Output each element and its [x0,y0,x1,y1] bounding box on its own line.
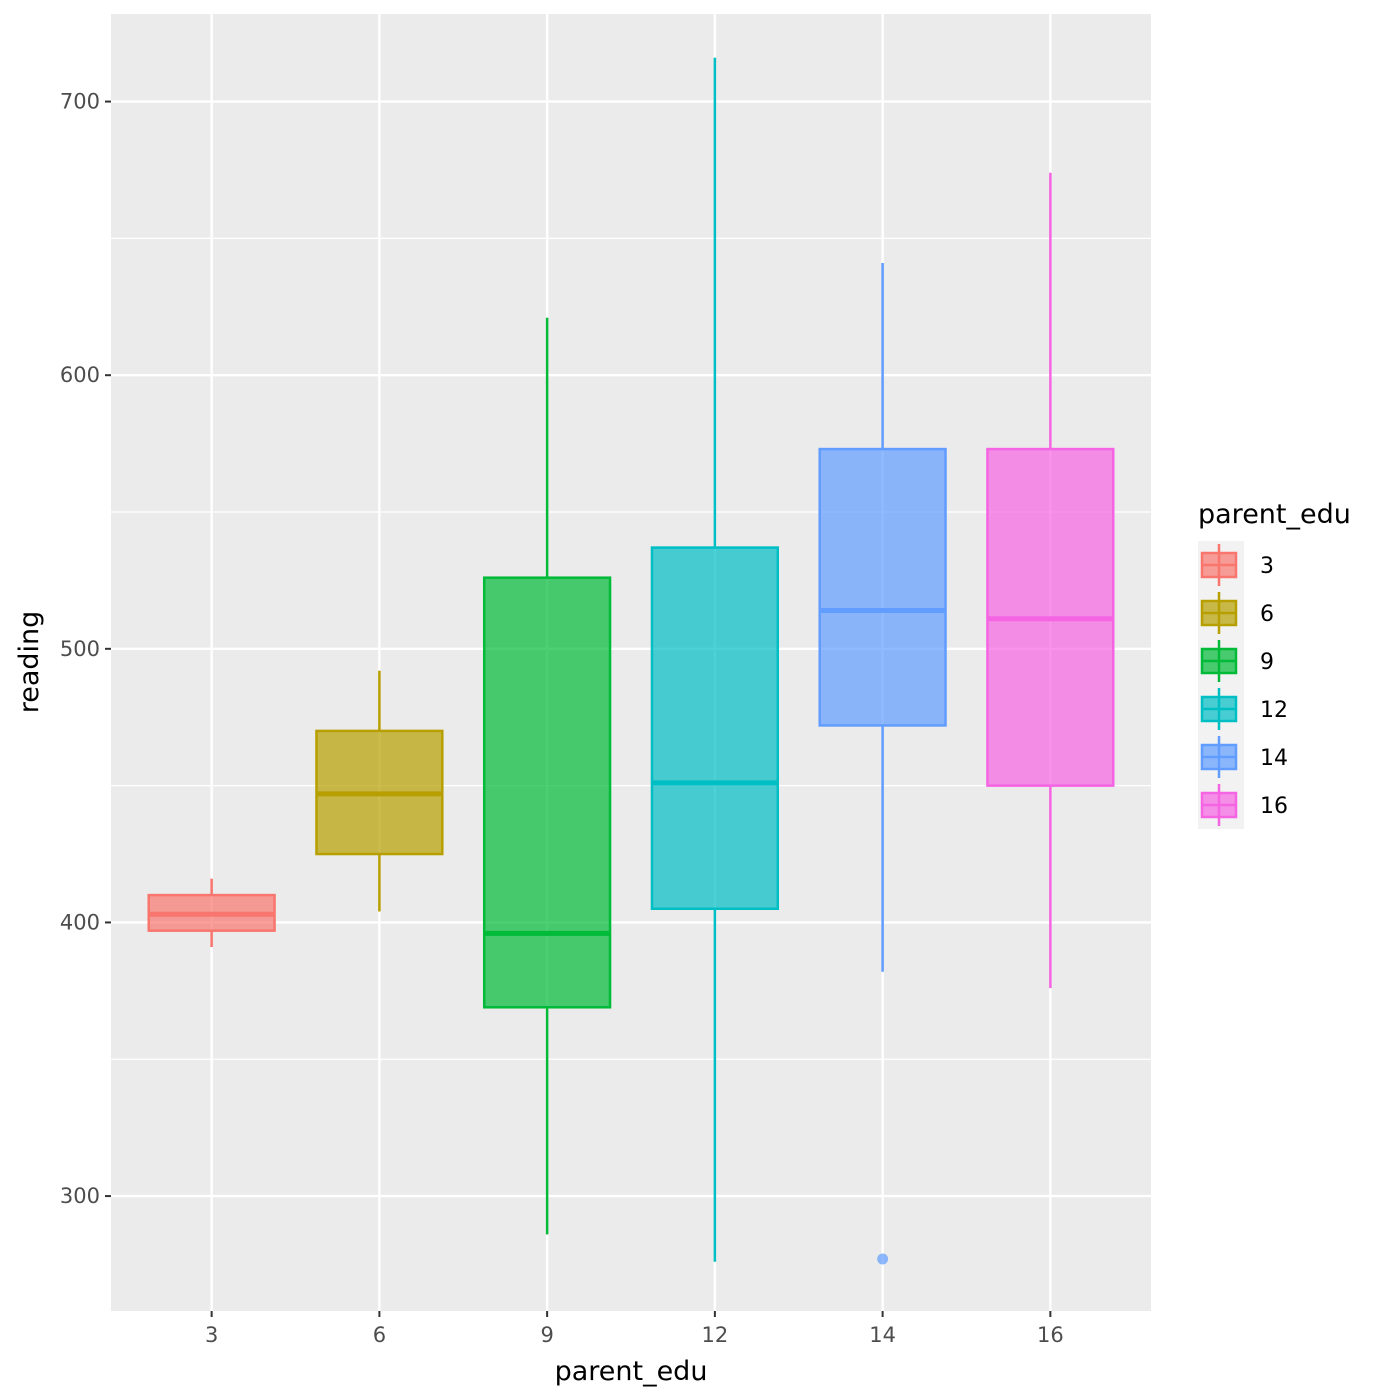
x-tick-label: 12 [702,1323,729,1347]
x-axis: 3 6 9 12 14 16 [205,1311,1064,1347]
box-group-6 [315,670,444,912]
y-axis: 300 400 500 600 700 [60,90,111,1208]
legend-item-14: 14 [1200,736,1288,778]
plot-panel [111,14,1151,1311]
box-group-12 [650,57,780,1262]
y-tick-label: 300 [60,1184,100,1208]
box-iqr [818,447,947,727]
legend: parent_edu 3 6 9 12 14 16 [1198,499,1351,829]
box-iqr [650,546,780,911]
legend-title: parent_edu [1198,499,1351,530]
y-axis-title: reading [14,611,45,714]
legend-item-9: 9 [1200,640,1274,682]
x-tick-label: 14 [869,1323,896,1347]
box-group-9 [482,317,612,1235]
legend-key-background [1198,541,1244,829]
box-group-16 [986,172,1115,989]
legend-label: 12 [1260,698,1288,723]
legend-item-16: 16 [1200,784,1288,826]
legend-item-12: 12 [1200,688,1288,730]
legend-item-6: 6 [1200,592,1274,634]
box-group-14 [818,263,947,1265]
y-tick-label: 500 [60,637,100,661]
x-tick-label: 3 [205,1323,218,1347]
x-tick-label: 6 [373,1323,386,1347]
legend-label: 9 [1260,650,1274,675]
box-iqr [482,576,612,1009]
x-tick-label: 9 [540,1323,553,1347]
x-axis-title: parent_edu [555,1356,708,1387]
outlier-point [877,1253,889,1265]
legend-item-3: 3 [1200,544,1274,586]
box-group-3 [147,878,276,948]
box-layer [147,57,1115,1265]
y-tick-label: 400 [60,910,100,934]
y-tick-label: 700 [60,90,100,114]
x-tick-label: 16 [1037,1323,1064,1347]
legend-label: 16 [1260,794,1288,819]
legend-label: 6 [1260,602,1274,627]
legend-label: 14 [1260,746,1288,771]
y-tick-label: 600 [60,363,100,387]
legend-label: 3 [1260,554,1274,579]
